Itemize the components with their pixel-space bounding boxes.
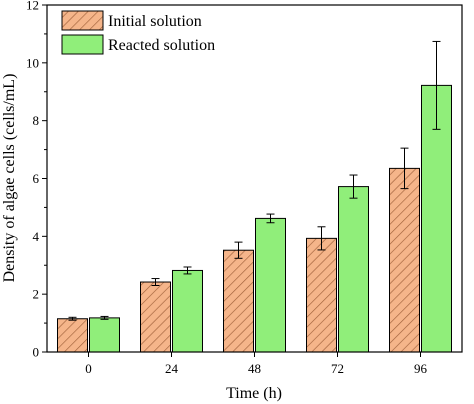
x-tick-label-96: 96 (414, 361, 428, 376)
legend-swatch-reacted (61, 34, 104, 55)
bar-initial-72 (306, 237, 337, 353)
bar-reacted-0 (89, 317, 120, 353)
x-axis-title: Time (h) (226, 385, 282, 402)
y-tick-label-8: 8 (33, 113, 40, 128)
y-tick-label-0: 0 (33, 345, 40, 360)
x-tick-label-24: 24 (165, 361, 179, 376)
bars-group (57, 84, 452, 353)
error-bars-group (68, 40, 441, 321)
x-tick-label-48: 48 (248, 361, 261, 376)
legend: Initial solution Reacted solution (61, 10, 215, 55)
y-tick-label-12: 12 (26, 0, 39, 13)
bar-reacted-48 (255, 217, 286, 353)
y-tick-label-10: 10 (26, 55, 39, 70)
legend-label-initial: Initial solution (108, 13, 202, 30)
bar-initial-0 (57, 318, 88, 353)
bar-initial-48 (223, 249, 254, 353)
y-tick-label-6: 6 (33, 171, 40, 186)
legend-swatch-initial (61, 10, 104, 31)
bar-reacted-72 (338, 186, 369, 353)
x-tick-label-0: 0 (85, 361, 92, 376)
y-axis-title: Density of algae cells (cells/mL) (1, 74, 18, 283)
bar-initial-96 (389, 167, 420, 353)
y-tick-label-2: 2 (33, 287, 40, 302)
bar-initial-24 (140, 281, 171, 353)
y-ticks-group: 0 2 4 6 8 10 12 (26, 0, 47, 360)
legend-label-reacted: Reacted solution (108, 37, 215, 54)
x-tick-label-72: 72 (331, 361, 344, 376)
bar-reacted-24 (172, 269, 203, 353)
y-tick-label-4: 4 (33, 229, 40, 244)
x-ticks-group: 0 24 48 72 96 (85, 352, 428, 376)
